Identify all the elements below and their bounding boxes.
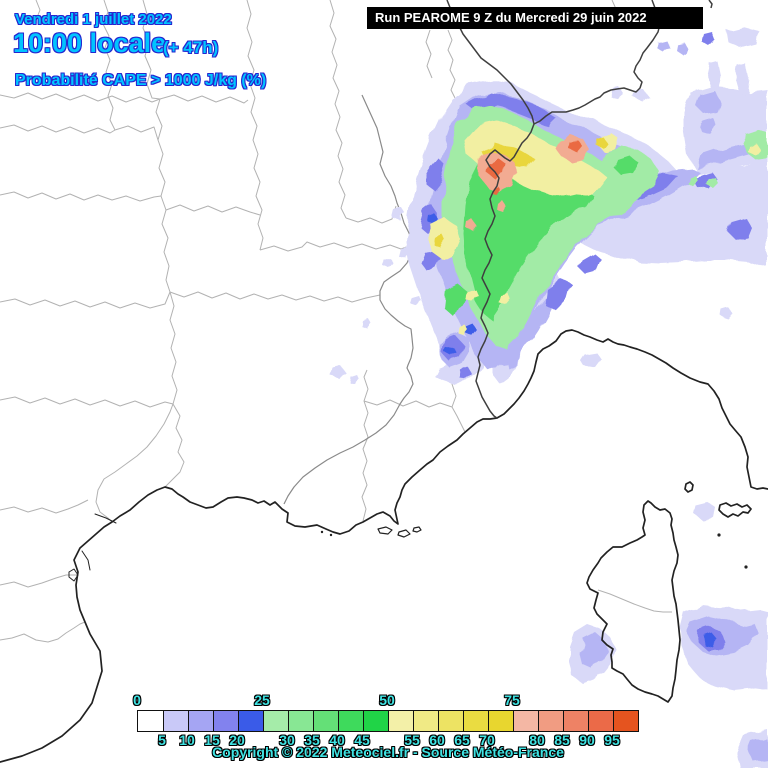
france-italy-border xyxy=(446,0,535,419)
colorbar-tick-95: 95 xyxy=(604,732,620,748)
border-stub xyxy=(708,0,713,9)
colorbar-cell-35-40 xyxy=(313,711,338,731)
colorbar-cell-25-30 xyxy=(263,711,288,731)
region-border-rhone xyxy=(283,94,414,505)
swiss-italy-border xyxy=(533,0,661,125)
colorbar-cell-90-95 xyxy=(588,711,613,731)
department-borders xyxy=(0,0,672,643)
colorbar-cell-30-35 xyxy=(288,711,313,731)
colorbar-tick-0: 0 xyxy=(133,692,141,708)
colorbar-tick-25: 25 xyxy=(254,692,270,708)
colorbar-tick-60: 60 xyxy=(429,732,445,748)
forecast-offset: (+ 47h) xyxy=(163,38,219,57)
colorbar-tick-55: 55 xyxy=(404,732,420,748)
colorbar-cell-85-90 xyxy=(563,711,588,731)
colorbar-cell-45-50 xyxy=(363,711,388,731)
colorbar-tick-80: 80 xyxy=(529,732,545,748)
colorbar-cell-70-75 xyxy=(488,711,513,731)
colorbar-cell-50-55 xyxy=(388,711,413,731)
island-dot xyxy=(717,533,721,537)
mediterranean-coast xyxy=(0,329,768,763)
colorbar-cells xyxy=(137,710,639,732)
hyeres-islands xyxy=(377,526,422,538)
colorbar-tick-70: 70 xyxy=(479,732,495,748)
colorbar-cell-95-100 xyxy=(613,711,638,731)
country-borders xyxy=(446,0,713,419)
forecast-time: 10:00 locale xyxy=(13,28,167,58)
variable-title: Probabilité CAPE > 1000 J/kg (%) xyxy=(15,72,267,89)
colorbar-cell-80-85 xyxy=(538,711,563,731)
run-label: Run PEAROME 9 Z du Mercredi 29 juin 2022 xyxy=(367,7,703,29)
island-dot xyxy=(329,533,333,537)
capraia-coast xyxy=(684,481,694,493)
colorbar-cell-60-65 xyxy=(438,711,463,731)
colorbar-cell-55-60 xyxy=(413,711,438,731)
island-dot xyxy=(320,530,324,534)
colorbar-cell-0-5 xyxy=(138,711,163,731)
island-dot xyxy=(744,565,748,569)
colorbar-tick-5: 5 xyxy=(158,732,166,748)
colorbar-tick-90: 90 xyxy=(579,732,595,748)
colorbar-cell-40-45 xyxy=(338,711,363,731)
forecast-date: Vendredi 1 juillet 2022 xyxy=(15,11,172,28)
probability-blobs xyxy=(332,26,768,768)
languedoc-lagoons xyxy=(68,513,117,582)
colorbar-tick-45: 45 xyxy=(354,732,370,748)
elba-coast xyxy=(718,502,752,518)
colorbar-cell-75-80 xyxy=(513,711,538,731)
colorbar-tick-85: 85 xyxy=(554,732,570,748)
colorbar-tick-10: 10 xyxy=(179,732,195,748)
colorbar-tick-65: 65 xyxy=(454,732,470,748)
colorbar-tick-20: 20 xyxy=(229,732,245,748)
colorbar-cell-20-25 xyxy=(238,711,263,731)
copyright-notice: Copyright © 2022 Meteociel.fr - Source M… xyxy=(212,744,564,760)
colorbar-tick-30: 30 xyxy=(279,732,295,748)
colorbar-ticks-bottom: 5 10 15 20 30 35 40 45 55 60 65 70 80 85 90 95 xyxy=(137,732,639,748)
colorbar-tick-40: 40 xyxy=(329,732,345,748)
colorbar-tick-35: 35 xyxy=(304,732,320,748)
colorbar-tick-15: 15 xyxy=(204,732,220,748)
coastlines xyxy=(0,329,768,763)
colorbar-cell-10-15 xyxy=(188,711,213,731)
colorbar-cell-5-10 xyxy=(163,711,188,731)
colorbar-tick-50: 50 xyxy=(379,692,395,708)
colorbar-ticks-top: 0 25 50 75 xyxy=(133,692,639,708)
colorbar-tick-75: 75 xyxy=(504,692,520,708)
colorbar-cell-65-70 xyxy=(463,711,488,731)
colorbar-cell-15-20 xyxy=(213,711,238,731)
corsica-coast xyxy=(586,500,681,703)
